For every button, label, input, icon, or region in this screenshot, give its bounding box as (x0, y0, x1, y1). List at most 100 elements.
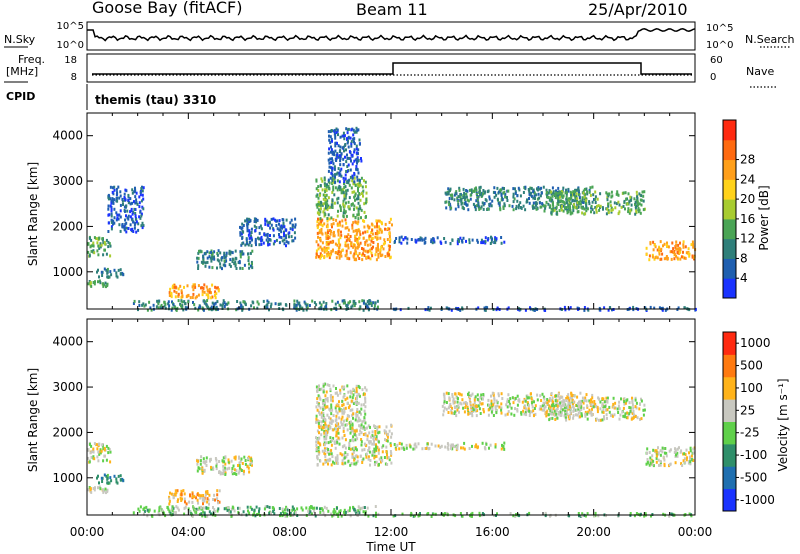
range-cell (371, 453, 374, 457)
range-cell (336, 214, 339, 218)
range-cell (323, 182, 326, 186)
range-cell (336, 128, 339, 132)
range-cell (343, 137, 346, 141)
range-cell (175, 291, 178, 295)
range-cell (183, 285, 185, 289)
range-cell (206, 497, 209, 501)
range-cell (327, 246, 330, 250)
range-cell (193, 303, 196, 307)
range-cell (364, 241, 367, 244)
range-cell (555, 412, 558, 416)
range-cell (318, 426, 321, 429)
range-cell (687, 461, 690, 465)
range-cell (658, 252, 661, 256)
range-cell (213, 257, 216, 261)
range-cell (462, 194, 465, 198)
range-cell (594, 206, 597, 210)
range-cell (273, 240, 276, 244)
range-cell (456, 443, 459, 447)
range-cell (210, 296, 213, 300)
range-cell (613, 406, 616, 410)
range-cell (412, 447, 415, 451)
range-cell (552, 400, 554, 404)
range-cell (601, 397, 604, 401)
range-cell (447, 406, 450, 410)
range-cell (316, 224, 319, 228)
range-cell (305, 506, 308, 510)
range-cell (339, 149, 342, 153)
range-cell (99, 281, 102, 285)
range-cell (94, 280, 96, 284)
range-cell (173, 289, 176, 293)
range-cell (594, 511, 597, 515)
range-cell (223, 305, 226, 308)
range-cell (369, 459, 372, 462)
range-cell (482, 410, 485, 414)
range-cell (276, 219, 279, 223)
range-cell (659, 463, 662, 467)
range-cell (117, 213, 120, 217)
range-cell (353, 148, 356, 152)
range-cell (448, 189, 451, 193)
range-cell (642, 208, 645, 212)
range-cell (121, 199, 124, 203)
range-cell (250, 231, 253, 234)
range-cell (427, 306, 430, 310)
range-cell (328, 384, 331, 387)
colorbar-frame (722, 331, 737, 512)
range-cell (330, 205, 333, 209)
range-cell (373, 424, 375, 428)
range-cell (179, 302, 182, 306)
range-cell (624, 207, 626, 211)
range-cell (573, 199, 576, 203)
range-cell (506, 196, 508, 199)
range-cell (440, 444, 443, 448)
range-cell (337, 427, 339, 431)
range-cell (503, 204, 506, 208)
range-cell (344, 446, 347, 450)
range-cell (616, 190, 619, 194)
range-cell (564, 416, 567, 420)
range-cell (682, 250, 684, 254)
range-cell (398, 447, 401, 451)
scatter-region (645, 240, 697, 262)
range-cell (635, 190, 638, 194)
range-cell (324, 195, 327, 199)
range-cell (356, 437, 359, 441)
range-cell (204, 264, 207, 268)
range-cell (558, 193, 561, 197)
range-cell (562, 209, 565, 213)
range-cell (355, 389, 358, 393)
range-cell (567, 405, 569, 409)
range-cell (347, 139, 349, 143)
range-cell (459, 197, 462, 201)
range-cell (378, 227, 381, 231)
range-cell (685, 251, 688, 255)
range-cell (553, 208, 556, 212)
range-cell (258, 237, 261, 241)
range-cell (338, 425, 341, 429)
range-cell (638, 192, 641, 196)
range-cell (379, 248, 382, 252)
range-cell (110, 214, 113, 218)
freq-tick-top: 18 (64, 55, 77, 66)
range-cell (269, 238, 272, 242)
range-cell (617, 404, 620, 408)
range-cell (577, 512, 580, 515)
range-cell (539, 194, 542, 198)
range-cell (488, 403, 491, 407)
range-cell (336, 300, 339, 304)
range-cell (333, 306, 336, 310)
range-cell (550, 408, 553, 412)
range-cell (357, 384, 360, 388)
range-cell (331, 166, 334, 170)
range-cell (640, 399, 643, 403)
range-cell (288, 235, 290, 239)
range-cell (206, 289, 209, 293)
range-cell (346, 226, 349, 230)
range-cell (229, 264, 232, 268)
range-cell (492, 414, 495, 417)
range-cell (459, 392, 461, 396)
range-cell (581, 512, 584, 516)
range-cell (385, 450, 388, 453)
